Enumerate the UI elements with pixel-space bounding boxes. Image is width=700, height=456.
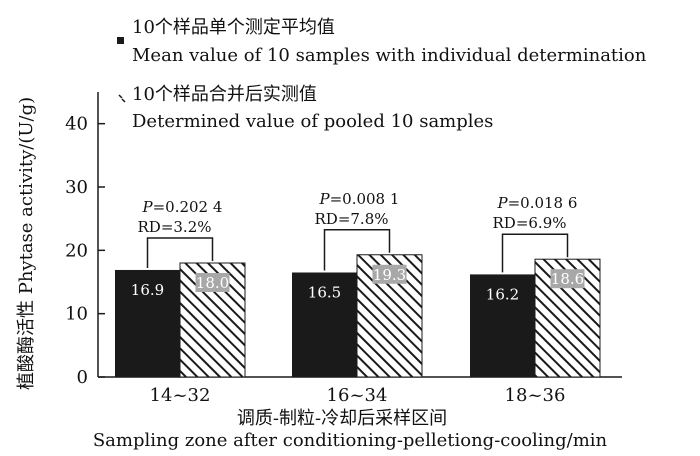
- legend-label-series2-cn: 10个样品合并后实测值: [132, 84, 317, 105]
- bars: 16.9 18.0 16.5 19.3 16.2 18.6: [115, 254, 601, 378]
- bar-value-label: 16.5: [308, 284, 341, 302]
- rd-label: RD=7.8%: [315, 210, 389, 228]
- bar-individual-mean: [115, 269, 180, 377]
- p-value-label: P=0.018 6: [497, 194, 578, 212]
- y-tick-label: 20: [65, 240, 88, 261]
- x-tick-label: 14~32: [150, 385, 211, 406]
- bar-value-label: 19.3: [373, 266, 406, 284]
- p-value-label: P=0.202 4: [142, 198, 223, 216]
- x-axis-ticks: 14~32 16~34 18~36: [150, 385, 566, 406]
- legend: 10个样品单个测定平均值 Mean value of 10 samples wi…: [117, 17, 647, 132]
- legend-swatch-solid: [117, 37, 124, 44]
- x-tick-label: 18~36: [505, 385, 566, 406]
- legend-label-series1-cn: 10个样品单个测定平均值: [132, 17, 335, 38]
- y-tick-label: 10: [65, 304, 88, 325]
- bar-value-label-bg: [372, 264, 407, 284]
- y-axis-ticks: 0 10 20 30 40: [65, 114, 105, 388]
- y-tick-label: 30: [65, 177, 88, 198]
- significance-annotations: P=0.202 4 RD=3.2% P=0.008 1 RD=7.8% P=0.018 …: [138, 190, 578, 273]
- x-axis-title: Sampling zone after conditioning-pelleti…: [93, 430, 608, 451]
- bar-value-label-bg: [195, 273, 230, 292]
- y-axis-title: 植酸酶活性 Phytase activity/(U/g): [16, 97, 37, 390]
- bar-value-label: 18.6: [551, 270, 584, 288]
- legend-label-series1: Mean value of 10 samples with individual…: [132, 45, 647, 66]
- x-axis-title-cn: 调质-制粒-冷却后采样区间: [237, 408, 447, 429]
- bar-value-label: 18.0: [196, 274, 229, 292]
- rd-label: RD=6.9%: [493, 214, 567, 232]
- rd-label: RD=3.2%: [138, 218, 212, 236]
- bar-value-label: 16.2: [486, 285, 519, 303]
- significance-bracket: [501, 233, 569, 273]
- bar-value-label: 16.9: [131, 281, 164, 299]
- x-tick-label: 16~34: [327, 385, 388, 406]
- bar-individual-mean: [292, 272, 357, 377]
- y-tick-label: 40: [65, 114, 88, 135]
- legend-label-series2: Determined value of pooled 10 samples: [132, 111, 493, 132]
- legend-swatch-hatch: [118, 94, 126, 103]
- significance-bracket: [146, 237, 214, 268]
- p-value-label: P=0.008 1: [319, 190, 400, 208]
- bar-value-label-bg: [550, 269, 585, 289]
- y-tick-label: 0: [77, 367, 88, 388]
- bar-individual-mean: [470, 274, 535, 377]
- significance-bracket: [323, 229, 391, 271]
